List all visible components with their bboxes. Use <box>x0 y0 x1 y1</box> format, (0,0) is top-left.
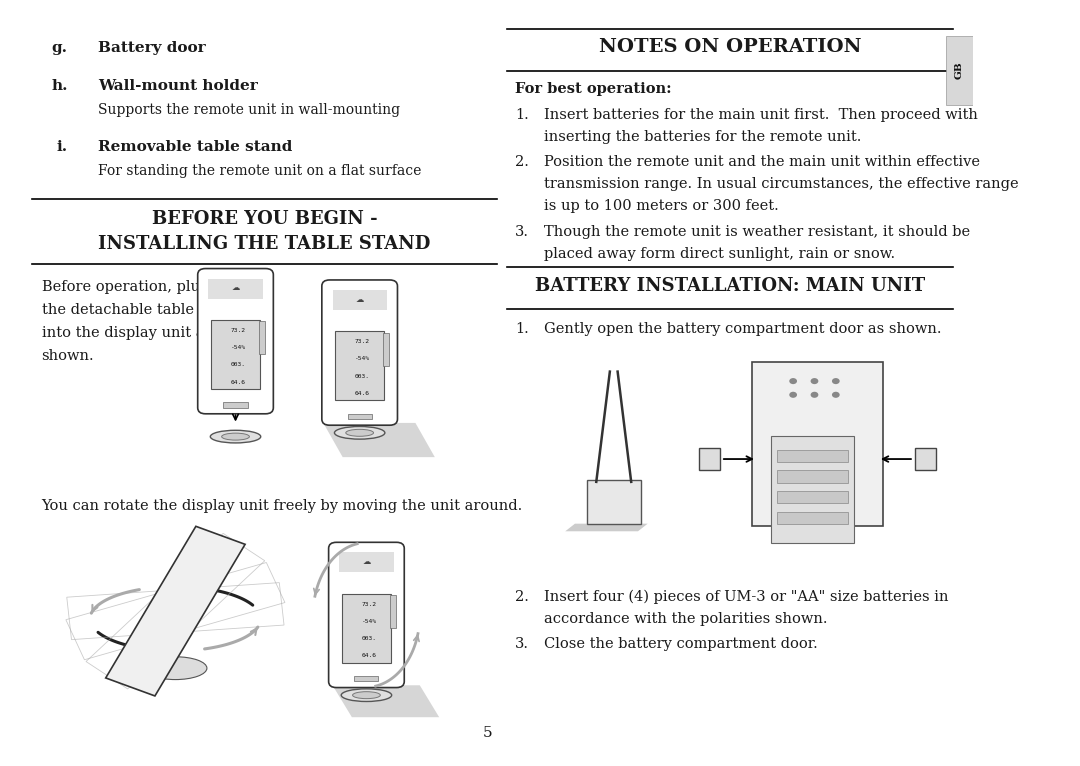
Ellipse shape <box>352 692 380 699</box>
Text: 2.: 2. <box>515 590 529 604</box>
Text: i.: i. <box>56 139 67 154</box>
Text: INSTALLING THE TABLE STAND: INSTALLING THE TABLE STAND <box>98 234 431 253</box>
Text: 5: 5 <box>483 726 492 741</box>
Bar <box>390 595 395 628</box>
Text: 1.: 1. <box>515 322 528 336</box>
Circle shape <box>811 391 819 398</box>
Text: 003.: 003. <box>230 362 245 368</box>
Text: h.: h. <box>51 79 68 93</box>
Text: 3.: 3. <box>515 225 529 239</box>
Text: inserting the batteries for the remote unit.: inserting the batteries for the remote u… <box>544 129 861 144</box>
Text: 73.2: 73.2 <box>230 328 245 332</box>
Polygon shape <box>106 526 245 696</box>
Text: Battery door: Battery door <box>98 41 205 55</box>
Text: transmission range. In usual circumstances, the effective range: transmission range. In usual circumstanc… <box>544 177 1018 191</box>
Bar <box>224 402 247 408</box>
Polygon shape <box>565 524 648 532</box>
Text: 1.: 1. <box>515 108 528 122</box>
Ellipse shape <box>335 427 384 439</box>
Text: shown.: shown. <box>41 349 94 363</box>
Text: BEFORE YOU BEGIN -: BEFORE YOU BEGIN - <box>152 210 377 228</box>
Polygon shape <box>333 686 440 717</box>
Bar <box>946 36 973 105</box>
FancyBboxPatch shape <box>322 280 397 425</box>
Text: GB: GB <box>955 61 964 80</box>
Text: BATTERY INSTALLATION: MAIN UNIT: BATTERY INSTALLATION: MAIN UNIT <box>535 277 926 296</box>
Text: -54%: -54% <box>230 345 245 350</box>
Ellipse shape <box>341 689 392 702</box>
Text: You can rotate the display unit freely by moving the unit around.: You can rotate the display unit freely b… <box>41 499 523 512</box>
Text: 64.6: 64.6 <box>354 391 369 396</box>
Bar <box>778 491 848 503</box>
Bar <box>211 320 260 389</box>
Text: 2.: 2. <box>515 155 529 169</box>
Text: Insert four (4) pieces of UM-3 or "AA" size batteries in: Insert four (4) pieces of UM-3 or "AA" s… <box>544 590 948 604</box>
Bar <box>752 362 882 525</box>
Text: 3.: 3. <box>515 637 529 651</box>
Bar <box>339 552 393 572</box>
Bar <box>699 447 720 470</box>
Bar <box>259 321 265 355</box>
Text: g.: g. <box>51 41 67 55</box>
Text: ☁: ☁ <box>355 295 364 304</box>
Text: 64.6: 64.6 <box>362 653 377 659</box>
Text: placed away form direct sunlight, rain or snow.: placed away form direct sunlight, rain o… <box>544 247 895 261</box>
Text: the detachable table stand: the detachable table stand <box>41 303 240 317</box>
Bar <box>354 676 378 682</box>
Bar <box>348 414 372 419</box>
Text: Insert batteries for the main unit first.  Then proceed with: Insert batteries for the main unit first… <box>544 108 977 122</box>
Text: Wall-mount holder: Wall-mount holder <box>98 79 257 93</box>
Text: is up to 100 meters or 300 feet.: is up to 100 meters or 300 feet. <box>544 199 779 213</box>
Bar <box>778 470 848 483</box>
Circle shape <box>789 378 797 384</box>
Ellipse shape <box>221 433 249 440</box>
Text: For standing the remote unit on a flat surface: For standing the remote unit on a flat s… <box>98 164 421 178</box>
Ellipse shape <box>144 656 207 679</box>
Text: 73.2: 73.2 <box>354 339 369 344</box>
Bar <box>208 279 262 299</box>
Text: into the display unit as: into the display unit as <box>41 326 212 340</box>
Text: 003.: 003. <box>362 636 377 641</box>
FancyBboxPatch shape <box>198 269 273 414</box>
Bar <box>383 332 389 366</box>
Text: Though the remote unit is weather resistant, it should be: Though the remote unit is weather resist… <box>544 225 970 239</box>
Polygon shape <box>323 423 435 457</box>
Text: 003.: 003. <box>354 374 369 378</box>
Bar <box>586 480 640 524</box>
Circle shape <box>789 391 797 398</box>
Ellipse shape <box>211 430 260 443</box>
Text: Removable table stand: Removable table stand <box>98 139 293 154</box>
Bar <box>341 594 391 663</box>
Bar <box>778 450 848 462</box>
Text: Close the battery compartment door.: Close the battery compartment door. <box>544 637 818 651</box>
Bar <box>915 447 936 470</box>
Bar <box>333 290 387 310</box>
Bar <box>771 436 854 542</box>
Text: -54%: -54% <box>362 619 377 624</box>
Text: For best operation:: For best operation: <box>515 82 672 96</box>
Text: accordance with the polarities shown.: accordance with the polarities shown. <box>544 612 827 626</box>
Text: Gently open the battery compartment door as shown.: Gently open the battery compartment door… <box>544 322 942 336</box>
Text: Before operation, plug: Before operation, plug <box>41 280 208 294</box>
Text: ☁: ☁ <box>231 283 240 293</box>
FancyBboxPatch shape <box>328 542 404 688</box>
Text: NOTES ON OPERATION: NOTES ON OPERATION <box>598 38 862 56</box>
Circle shape <box>832 391 839 398</box>
Text: Position the remote unit and the main unit within effective: Position the remote unit and the main un… <box>544 155 980 169</box>
Text: -54%: -54% <box>354 356 369 362</box>
Text: 73.2: 73.2 <box>362 601 377 607</box>
Text: ☁: ☁ <box>362 557 370 566</box>
Circle shape <box>832 378 839 384</box>
Bar <box>778 512 848 524</box>
Bar <box>335 331 384 401</box>
Circle shape <box>811 378 819 384</box>
Text: 64.6: 64.6 <box>230 380 245 385</box>
Ellipse shape <box>346 429 374 437</box>
Text: Supports the remote unit in wall-mounting: Supports the remote unit in wall-mountin… <box>98 103 400 117</box>
